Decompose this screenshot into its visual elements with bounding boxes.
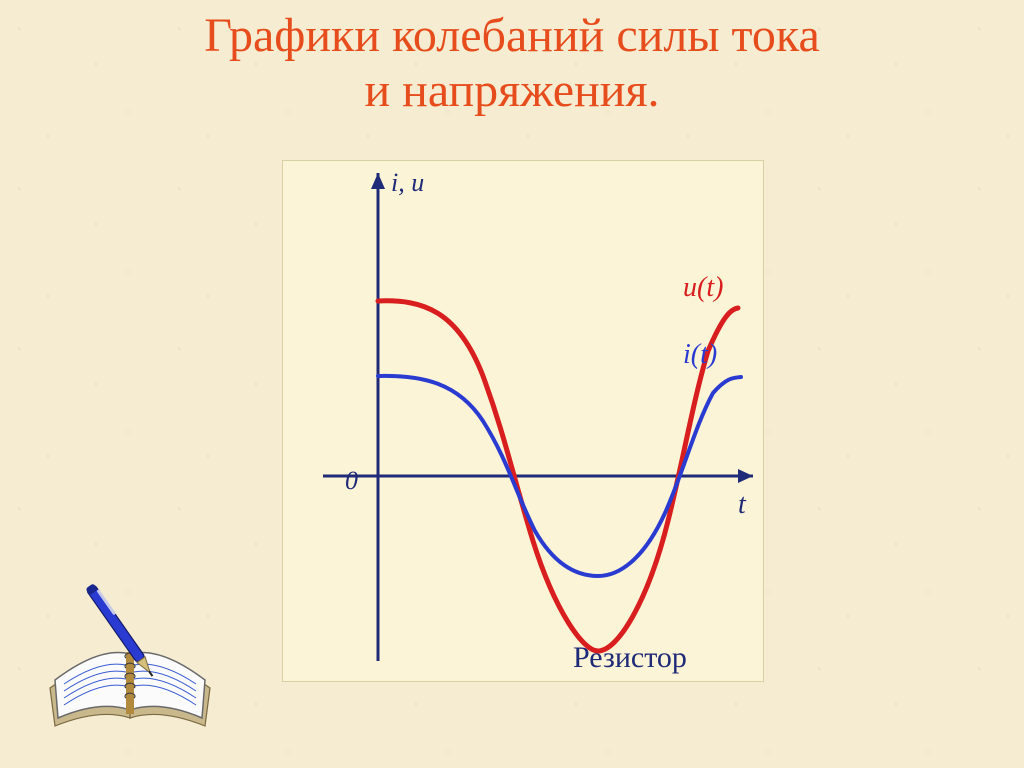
chart-panel: i, u t 0 u(t) i(t) Резистор <box>282 160 764 682</box>
y-axis-label: i, u <box>391 168 424 197</box>
slide-title: Графики колебаний силы тока и напряжения… <box>0 8 1024 118</box>
origin-label: 0 <box>345 466 358 495</box>
chart-caption: Резистор <box>573 641 687 674</box>
voltage-curve-label: u(t) <box>683 272 723 303</box>
binding-rings-icon <box>125 652 135 714</box>
title-line-1: Графики колебаний силы тока <box>204 9 820 62</box>
oscillation-chart: i, u t 0 u(t) i(t) Резистор <box>283 161 763 681</box>
title-line-2: и напряжения. <box>364 64 659 117</box>
notebook-icon <box>30 568 230 728</box>
x-axis-arrow-icon <box>738 469 753 483</box>
current-curve-label: i(t) <box>683 339 717 370</box>
y-axis-arrow-icon <box>371 173 385 189</box>
x-axis-label: t <box>738 489 747 520</box>
